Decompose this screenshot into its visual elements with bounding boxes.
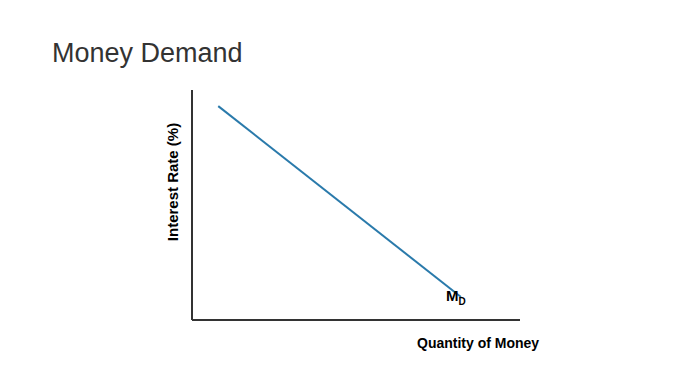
svg-text:MD: MD	[446, 287, 466, 307]
html-text:Money Demand: Money Demand	[52, 38, 243, 68]
html-text:Quantity of Money: Quantity of Money	[417, 335, 540, 351]
html-text:Interest Rate (%): Interest Rate (%)	[163, 122, 181, 242]
